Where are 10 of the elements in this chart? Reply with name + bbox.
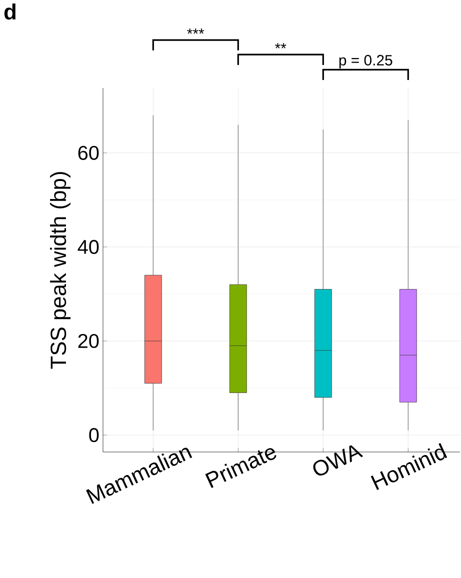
y-tick-label: 20: [78, 334, 99, 348]
text: p = 0.25: [339, 54, 392, 68]
x-tick-label: OWA: [313, 445, 364, 476]
y-tick-label: 0: [89, 428, 99, 442]
y-tick-label: 40: [78, 240, 99, 254]
y-axis-title: TSS peak width (bp): [50, 172, 70, 369]
text: ***: [187, 28, 204, 34]
text: d: [4, 4, 16, 20]
text: **: [275, 43, 286, 48]
y-tick-label: 60: [78, 146, 99, 160]
